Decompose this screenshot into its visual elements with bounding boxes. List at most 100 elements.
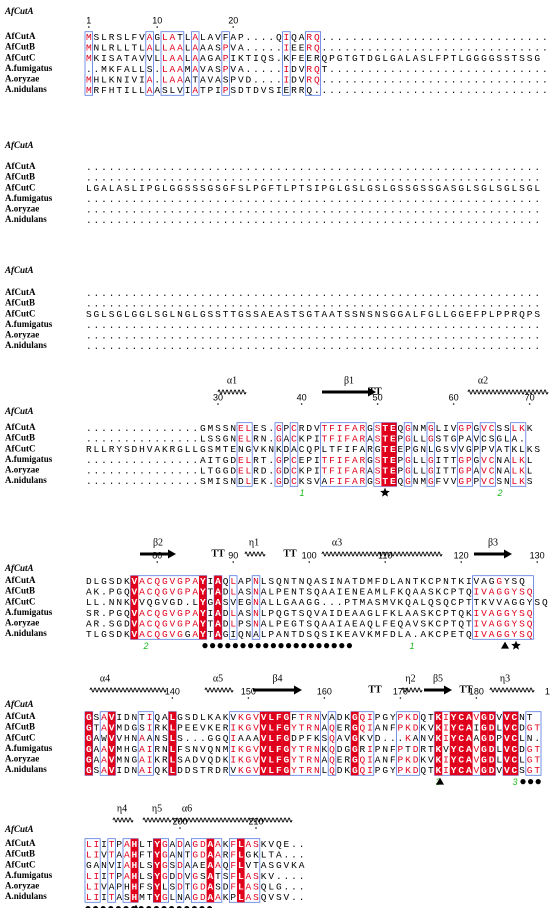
helix: [244, 551, 266, 557]
identity-cell: [237, 838, 245, 903]
ss-label: η2: [405, 673, 415, 684]
sequence-name: A.nidulans: [5, 214, 47, 224]
sequence-name: AfCutB: [5, 433, 35, 443]
ss-label: β5: [433, 673, 443, 684]
ruler-number: 160: [317, 686, 332, 696]
identity-cell: [107, 711, 116, 776]
disulfide-label: 1: [299, 488, 304, 498]
sequence-name: AfCutA: [5, 287, 36, 297]
sequence-name: AfCutA: [5, 161, 36, 171]
marker-dot: [324, 643, 330, 649]
identity-cell: [389, 422, 397, 487]
identity-cell: [510, 711, 519, 776]
sequence-name: A.nidulans: [5, 475, 47, 485]
sequence-name: AfCutA: [5, 838, 36, 848]
marker-dot: [520, 779, 526, 785]
sequence-name: AfCutB: [5, 298, 35, 308]
identity-cell: [351, 711, 359, 776]
marker-dot: [270, 643, 276, 649]
sequence-name: A.nidulans: [5, 84, 47, 94]
ruler-dot: [323, 697, 326, 699]
ruler-number: 120: [454, 550, 469, 560]
strand: [474, 549, 512, 559]
conservation-box: [510, 422, 527, 487]
identity-cell: [85, 711, 93, 776]
ruler-dot: [536, 561, 538, 563]
ruler-number: 60: [449, 392, 459, 402]
helix: [401, 687, 423, 693]
identity-cell: [153, 838, 161, 903]
sequence-name: AfCutB: [5, 586, 35, 596]
ss-label: α4: [100, 673, 110, 684]
ruler-dot: [156, 26, 158, 28]
sequence: ........................................…: [86, 330, 540, 341]
identity-cell: [282, 711, 291, 776]
sequence-name: A.nidulans: [5, 891, 47, 901]
block-title: AfCutA: [4, 6, 34, 16]
sequence-name: A.fumigatus: [5, 319, 53, 329]
ruler-number: 150: [241, 686, 256, 696]
ss-label: α6: [182, 803, 192, 814]
ss-label: η3: [500, 673, 510, 684]
helix: [217, 389, 247, 395]
marker-dot: [346, 643, 352, 649]
sequence: ........................................…: [86, 288, 540, 299]
identity-cell: [434, 711, 443, 776]
sequence-name: A.oryzae: [5, 753, 39, 763]
ruler-dot: [460, 561, 463, 563]
helix: [467, 389, 549, 395]
block-title: AfCutA: [4, 699, 34, 709]
identity-cell: [259, 711, 268, 776]
marker-dot: [331, 643, 337, 649]
marker-dot: [263, 643, 269, 649]
sequence-name: A.nidulans: [5, 340, 47, 350]
helix: [204, 687, 234, 693]
ruler-dot: [376, 403, 379, 405]
ruler-number: 1: [86, 15, 91, 25]
ruler-number: 20: [228, 15, 238, 25]
ruler-dot: [232, 26, 234, 28]
ruler-dot: [255, 827, 257, 829]
marker-dot: [308, 643, 314, 649]
disulfide-label: 3: [512, 777, 517, 787]
ruler-dot: [475, 697, 478, 699]
ruler-number: 180: [469, 686, 484, 696]
conservation-box: [320, 422, 367, 487]
marker-dot: [255, 643, 261, 649]
marker-dot: [278, 643, 284, 649]
ss-label: η5: [152, 803, 162, 814]
turn-label: TT: [368, 386, 382, 397]
marker-dot: [232, 643, 238, 649]
identity-cell: [206, 838, 215, 903]
marker-dot: [339, 643, 345, 649]
sequence-name: A.oryzae: [5, 617, 39, 627]
conservation-box: [304, 31, 321, 96]
conservation-box: [403, 422, 413, 487]
ruler-number: 70: [525, 392, 535, 402]
conservation-box: [190, 838, 223, 903]
helix: [89, 687, 167, 693]
sequence-name: AfCutA: [5, 711, 36, 721]
conservation-box: [479, 422, 496, 487]
conservation-box: [175, 838, 185, 903]
sequence-name: A.oryzae: [5, 464, 39, 474]
sequence-name: A.fumigatus: [5, 193, 53, 203]
sequence-name: A.oryzae: [5, 203, 39, 213]
turn-label: TT: [283, 548, 297, 559]
marker-star: [511, 640, 521, 650]
